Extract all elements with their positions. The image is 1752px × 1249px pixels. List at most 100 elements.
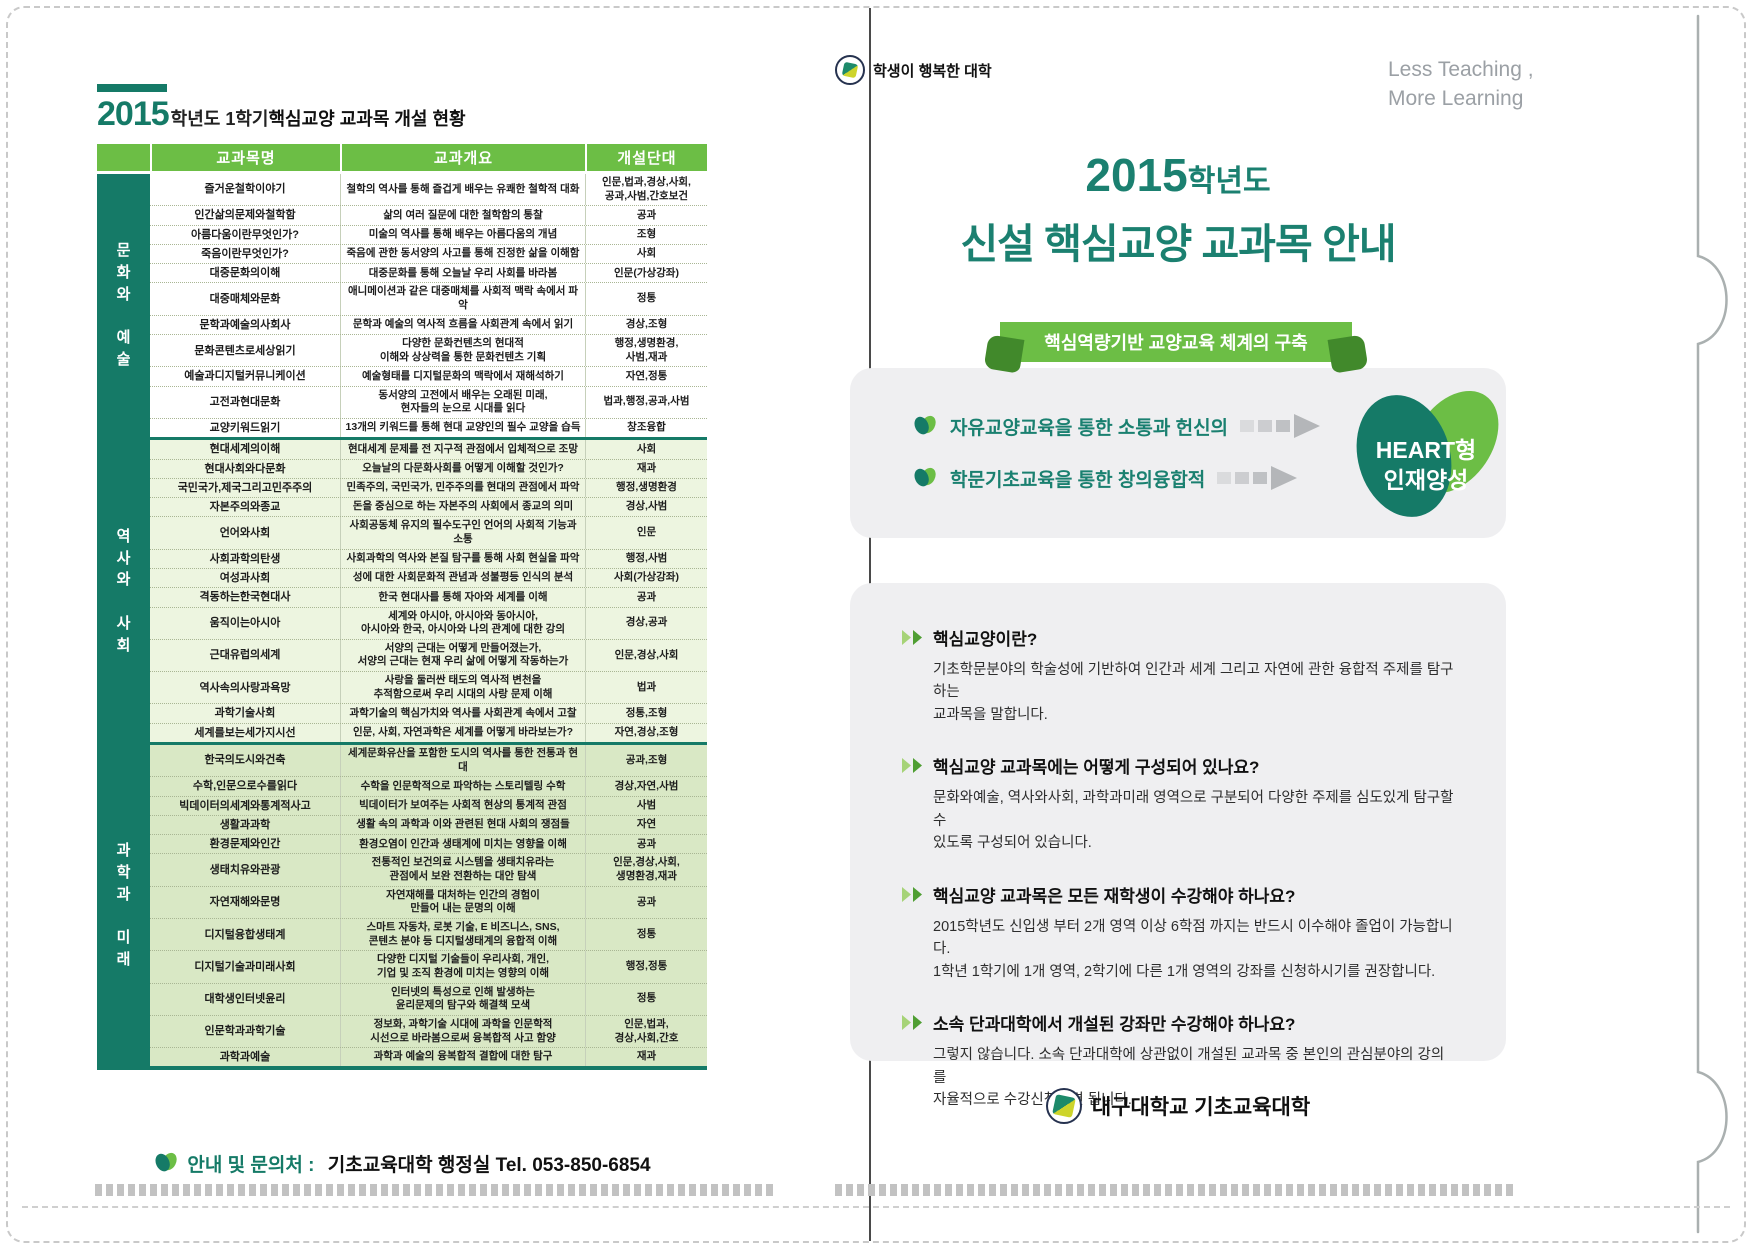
tagline-line1: Less Teaching , <box>1388 58 1534 81</box>
cell-name: 교양키워드읽기 <box>209 421 281 434</box>
cell-colleges: 인문,법과, 경상,사회,간호 <box>585 1015 707 1048</box>
faq-answer: 기초학문분야의 학술성에 기반하여 인간과 세계 그리고 자연에 관한 융합적 … <box>933 662 1454 723</box>
title-year: 2015 <box>97 95 170 133</box>
table-row: 빅데이터의세계와통계적사고 빅데이터가 보여주는 사회적 현상의 통계적 관점 사범 <box>150 796 707 816</box>
cell-colleges: 재과 <box>585 1048 707 1067</box>
right-title-year: 2015 <box>1085 149 1188 201</box>
header-course-overview: 교과개요 <box>340 144 585 171</box>
cell-name: 대학생인터넷윤리 <box>204 993 286 1006</box>
cell-colleges: 인문 <box>585 517 707 549</box>
table-row: 과학과예술 과학과 예술의 융복합적 결합에 대한 탐구 재과 <box>150 1048 707 1067</box>
cell-name: 대중문화의이해 <box>209 267 281 280</box>
tagline: Less Teaching , More Learning <box>1388 55 1534 114</box>
table-row: 사회과학의탄생 사회과학의 역사와 본질 탐구를 통해 사회 현실을 파악 행정,사… <box>150 549 707 569</box>
cell-colleges: 정통 <box>585 283 707 315</box>
cell-name: 현대사회와다문화 <box>204 462 286 475</box>
table-row: 문화콘텐츠로세상읽기 다양한 문화컨텐츠의 현대적 이해와 상상력을 통한 문화컨… <box>150 335 707 368</box>
table-row: 아름다움이란무엇인가? 미술의 역사를 통해 배우는 아름다움의 개념 조형 <box>150 225 707 245</box>
cell-colleges: 인문(가상강좌) <box>585 264 707 283</box>
cell-name: 격동하는한국현대사 <box>199 591 291 604</box>
heart-section: 자유교양교육을 통한 소통과 헌신의 학문기초교육을 통한 창의융합적 <box>850 368 1506 538</box>
university-seal-icon <box>1045 1088 1082 1124</box>
cell-colleges: 공과 <box>585 886 707 919</box>
cell-overview: 문학과 예술의 역사적 흐름을 사회관계 속에서 읽기 <box>340 315 585 335</box>
cell-name: 생태치유와관광 <box>209 863 281 876</box>
cell-name: 즐거운철학이야기 <box>204 183 286 196</box>
cell-name: 자본주의와종교 <box>209 501 281 514</box>
cell-name: 예술과디지털커뮤니케이션 <box>184 370 306 383</box>
cell-colleges: 정통 <box>585 983 707 1015</box>
perforation-strip-right <box>835 1184 1516 1196</box>
faq-item: 소속 단과대학에서 개설된 강좌만 수강해야 하나요? 그렇지 않습니다. 소속 … <box>902 1010 1454 1111</box>
cell-colleges: 사범 <box>585 796 707 815</box>
right-page-title: 2015학년도 신설 핵심교양 교과목 안내 <box>850 148 1506 270</box>
cell-colleges: 경상,공과 <box>585 607 707 639</box>
cell-overview: 삶의 여러 질문에 대한 철학함의 통찰 <box>340 206 585 225</box>
cell-name: 환경문제와인간 <box>209 838 281 851</box>
cell-name: 언어와사회 <box>219 526 271 539</box>
cell-overview: 사회과학의 역사와 본질 탐구를 통해 사회 현실을 파악 <box>340 549 585 568</box>
cell-name: 대중매체와문화 <box>209 292 281 305</box>
cell-name: 과학기술사회 <box>214 707 276 720</box>
faq-item: 핵심교양 교과목에는 어떻게 구성되어 있나요? 문화와예술, 역사와사회, 과학… <box>902 753 1454 854</box>
cell-overview: 인문, 사회, 자연과학은 세계를 어떻게 바라보는가? <box>340 723 585 742</box>
table-row: 자본주의와종교 돈을 중심으로 하는 자본주의 사회에서 종교의 의미 경상,사범 <box>150 498 707 518</box>
two-tone-heart-icon <box>914 415 936 434</box>
cell-overview: 동서양의 고전에서 배우는 오래된 미래, 현자들의 눈으로 시대를 읽다 <box>340 386 585 418</box>
table-row: 언어와사회 사회공동체 유지의 필수도구인 언어의 사회적 기능과 소통 인문 <box>150 517 707 550</box>
cell-name: 빅데이터의세계와통계적사고 <box>179 799 311 812</box>
table-group-0: 문화와 예술 즐거운철학이야기 철학의 역사를 통해 즐겁게 배우는 유쾌한 철학적… <box>97 174 707 438</box>
table-row: 예술과디지털커뮤니케이션 예술형태를 디지털문화의 맥락에서 재해석하기 자연,정통 <box>150 367 707 387</box>
cell-colleges: 자연,경상,조형 <box>585 723 707 742</box>
cell-name: 고전과현대문화 <box>209 396 281 409</box>
ribbon-banner: 핵심역량기반 교양교육 체계의 구축 <box>1000 322 1352 362</box>
table-row: 현대사회와다문화 오늘날의 다문화사회를 어떻게 이해할 것인가? 재과 <box>150 459 707 479</box>
cell-colleges: 행정,정통 <box>585 951 707 983</box>
cell-name: 세계를보는세가지시선 <box>194 726 296 739</box>
table-row: 움직이는아시아 세계와 아시아, 아시아와 동아시아, 아시아와 한국, 아시아와… <box>150 607 707 640</box>
header-course-name: 교과목명 <box>150 144 340 171</box>
heart-item-1: 자유교양교육을 통한 소통과 헌신의 <box>912 412 1506 440</box>
table-row: 대학생인터넷윤리 인터넷의 특성으로 인해 발생하는 윤리문제의 탐구와 해결책 … <box>150 983 707 1016</box>
faq-section: 핵심교양이란? 기초학문분야의 학술성에 기반하여 인간과 세계 그리고 자연에 … <box>850 583 1506 1108</box>
cell-overview: 수학을 인문학적으로 파악하는 스토리텔링 수학 <box>340 777 585 796</box>
heart-graphic: HEART형 인재양성 <box>1356 390 1499 517</box>
faq-item: 핵심교양이란? 기초학문분야의 학술성에 기반하여 인간과 세계 그리고 자연에 … <box>902 625 1454 726</box>
table-row: 국민국가,제국그리고민주주의 민족주의, 국민국가, 민주주의를 현대의 관점에서… <box>150 478 707 499</box>
cell-colleges: 재과 <box>585 459 707 478</box>
title-accent-bar <box>97 84 167 92</box>
cell-name: 인문학과과학기술 <box>204 1025 286 1038</box>
title-emphasis: 핵심교양 교과목 개설 현황 <box>268 109 466 129</box>
bottom-dashed-line <box>22 1206 1730 1208</box>
table-row: 한국의도시와건축 세계문화유산을 포함한 도시의 역사를 통한 전통과 현대 공과,… <box>150 745 707 778</box>
title-prefix: 학년도 1학기 <box>170 109 269 129</box>
cell-name: 죽음이란무엇인가? <box>201 247 289 260</box>
faq-question: 소속 단과대학에서 개설된 강좌만 수강해야 하나요? <box>933 1015 1296 1035</box>
cell-colleges: 행정,사범 <box>585 549 707 568</box>
cell-name: 디지털융합생태계 <box>204 928 286 941</box>
double-triangle-icon <box>902 1015 922 1031</box>
tagline-line2: More Learning <box>1388 87 1524 111</box>
footer-brand: 대구대학교 기초교육대학 <box>850 1088 1506 1124</box>
cell-name: 문학과예술의사회사 <box>199 318 291 331</box>
cell-overview: 생활 속의 과학과 이와 관련된 현대 사회의 쟁점들 <box>340 815 585 835</box>
cell-colleges: 정통,조형 <box>585 704 707 723</box>
footer-university-name: 대구대학교 기초교육대학 <box>1091 1096 1311 1119</box>
table-row: 여성과사회 성에 대한 사회문화적 관념과 성불평등 인식의 분석 사회(가상강좌) <box>150 568 707 589</box>
table-row: 과학기술사회 과학기술의 핵심가치와 역사를 사회관계 속에서 고찰 정통,조형 <box>150 704 707 724</box>
cell-name: 디지털기술과미래사회 <box>194 960 296 973</box>
table-group-2: 과학과 미래 한국의도시와건축 세계문화유산을 포함한 도시의 역사를 통한 전통과… <box>97 742 707 1067</box>
cell-overview: 한국 현대사를 통해 자아와 세계를 이해 <box>340 588 585 607</box>
cell-overview: 오늘날의 다문화사회를 어떻게 이해할 것인가? <box>340 459 585 478</box>
cell-overview: 세계문화유산을 포함한 도시의 역사를 통한 전통과 현대 <box>340 745 585 777</box>
cell-overview: 서양의 근대는 어떻게 만들어졌는가, 서양의 근대는 현재 우리 삶에 어떻게… <box>340 639 585 672</box>
table-row: 디지털융합생태계 스마트 자동차, 로봇 기술, E 비즈니스, SNS, 콘텐츠… <box>150 919 707 952</box>
cell-colleges: 사회 <box>585 440 707 459</box>
cell-overview: 전통적인 보건의료 시스템을 생태치유라는 관점에서 보완 전환하는 대안 탐색 <box>340 854 585 886</box>
cell-colleges: 자연 <box>585 815 707 835</box>
cell-overview: 돈을 중심으로 하는 자본주의 사회에서 종교의 의미 <box>340 498 585 517</box>
cell-name: 아름다움이란무엇인가? <box>191 228 299 241</box>
table-row: 생태치유와관광 전통적인 보건의료 시스템을 생태치유라는 관점에서 보완 전환하… <box>150 854 707 887</box>
gray-arrow-icon <box>1217 466 1298 490</box>
